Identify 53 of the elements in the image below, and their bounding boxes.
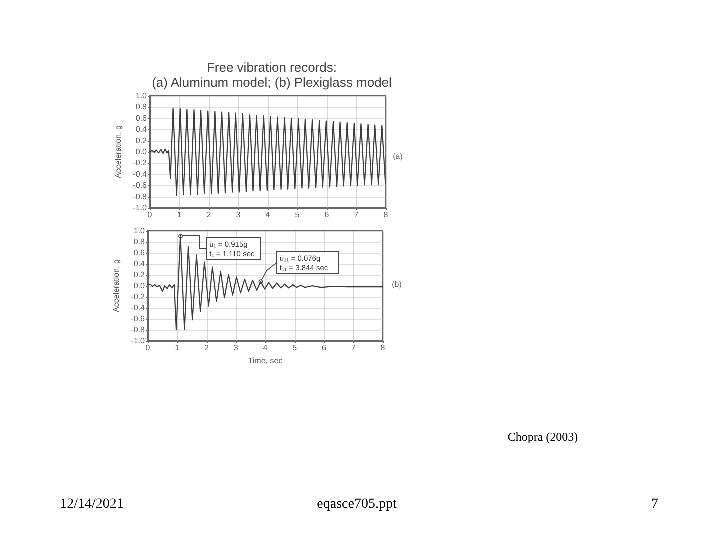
- x-tick-label: 0: [148, 210, 153, 220]
- y-tick-label: 0.6: [136, 114, 148, 123]
- x-tick-label: 7: [351, 344, 356, 352]
- y-tick-label: -0.8: [131, 326, 146, 334]
- y-tick-label: -1.0: [133, 204, 148, 212]
- y-tick-label: -0.4: [131, 304, 146, 312]
- text: eqasce705.ppt: [317, 497, 397, 512]
- y-tick-label: 0.8: [134, 238, 146, 246]
- x-tick-label: 0: [146, 344, 151, 352]
- y-tick-label: -0.2: [133, 158, 148, 168]
- x-tick-label: 3: [234, 344, 239, 352]
- x-tick-label: 5: [292, 344, 298, 352]
- y-tick-label: 0.4: [134, 260, 146, 268]
- y-tick-label: -0.6: [131, 314, 146, 324]
- y-tick-label: 0.6: [134, 248, 146, 258]
- line-series: [149, 108, 386, 196]
- y-tick-label: 0.4: [136, 125, 148, 134]
- y-tick-label: 1.0: [134, 226, 146, 236]
- y-tick-label: 0.2: [134, 270, 146, 280]
- chart-title: Free vibration records:: [206, 60, 338, 75]
- text: Chopra (2003): [508, 430, 578, 444]
- x-tick-label: 4: [266, 210, 271, 220]
- line-series: [147, 234, 384, 331]
- x-tick-label: 2: [206, 210, 212, 220]
- x-tick-label: 4: [263, 344, 268, 352]
- y-tick-label: -0.8: [133, 192, 148, 202]
- x-axis-title: Time, sec: [248, 356, 283, 366]
- y-tick-label: -0.4: [133, 170, 148, 179]
- x-tick-label: 8: [384, 210, 389, 220]
- x-tick-label: 1: [177, 210, 182, 220]
- text: (a): [393, 152, 403, 161]
- y-tick-label: -0.6: [133, 181, 148, 190]
- text: (b): [392, 280, 402, 289]
- x-tick-label: 6: [322, 344, 328, 352]
- x-tick-label: 5: [295, 210, 300, 220]
- y-tick-label: 0.8: [136, 102, 148, 112]
- x-tick-label: 7: [354, 210, 360, 220]
- chart-subtitle: (a) Aluminum model; (b) Plexiglass model: [152, 75, 392, 90]
- y-tick-label: 0.0: [136, 148, 148, 156]
- y-axis-title: Acceleration, g: [114, 126, 123, 178]
- x-tick-label: 8: [380, 344, 386, 352]
- text: 12/14/2021: [60, 497, 124, 512]
- y-tick-label: 1.0: [136, 92, 148, 100]
- x-tick-label: 2: [204, 344, 210, 352]
- y-tick-label: -0.2: [131, 292, 146, 302]
- x-tick-label: 1: [175, 344, 180, 352]
- x-tick-label: 3: [236, 210, 242, 220]
- x-tick-label: 6: [324, 210, 330, 220]
- y-tick-label: 0.2: [136, 136, 148, 146]
- y-tick-label: 0.0: [134, 282, 146, 290]
- y-axis-title: Acceleration, g: [112, 260, 121, 312]
- text: 7: [652, 497, 658, 512]
- y-tick-label: -1.0: [131, 336, 146, 346]
